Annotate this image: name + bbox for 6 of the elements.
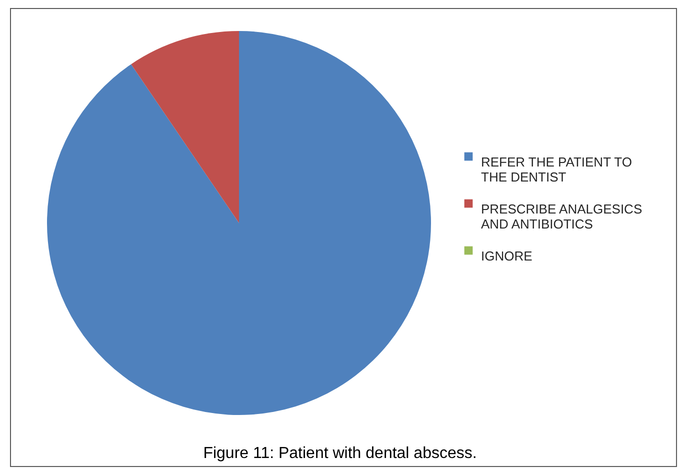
pie-slice xyxy=(47,31,431,415)
caption: Figure 11: Patient with dental abscess. xyxy=(203,445,477,462)
legend-label: IGNORE xyxy=(481,248,533,264)
legend-label: REFER THE PATIENT TO THE DENTIST xyxy=(481,154,632,184)
legend-label: PRESCRIBE ANALGESICS AND ANTIBIOTICS xyxy=(481,202,642,232)
pie-slice xyxy=(131,31,239,223)
